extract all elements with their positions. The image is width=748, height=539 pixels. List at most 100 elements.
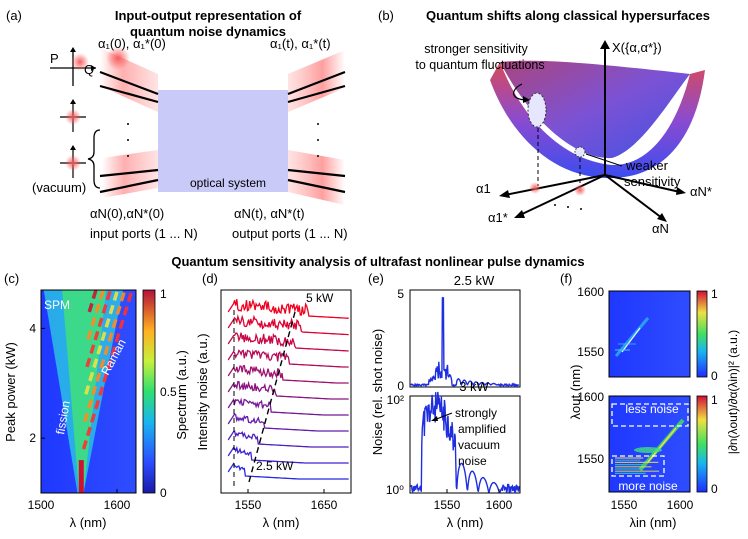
section-title: Quantum sensitivity analysis of ultrafas…: [171, 254, 584, 269]
panel-c-xlabel: λ (nm): [70, 515, 107, 530]
panel-e-xlabel: λ (nm): [447, 515, 484, 530]
panel-e-letter: (e): [368, 271, 384, 286]
soliton-streak: [86, 290, 105, 340]
panel-f-xlabel: λin (nm): [630, 515, 677, 530]
soliton-streak: [87, 290, 98, 313]
panel-e-top-ytick-0: 0: [397, 379, 404, 393]
panel-e-xtick-1550: 1550: [434, 498, 461, 512]
panel-e-annotation-line1: strongly: [455, 406, 497, 420]
weaker-sensitivity-line2: sensitivity: [624, 174, 681, 189]
hypersurface: [490, 62, 705, 179]
noise-curve: [227, 412, 349, 432]
panel-e-bottom-axes: [409, 395, 521, 494]
panel-c-xtick: 1600: [104, 498, 131, 512]
input-port-n-label: αN(0),αN*(0): [90, 206, 164, 221]
panel-f: (f) less noise more noise 1600 1550 1600…: [560, 271, 740, 530]
noise-curve: [227, 380, 349, 400]
panel-e-annotation-line2: amplified: [458, 422, 506, 436]
panel-b-title: Quantum shifts along classical hypersurf…: [426, 8, 710, 23]
axis-alphaN: αN: [652, 221, 669, 236]
annotation-less-noise: less noise: [625, 402, 679, 416]
panel-c-letter: (c): [4, 271, 19, 286]
noise-curve: [227, 445, 349, 464]
panel-e-top-ytick-5: 5: [397, 287, 404, 301]
panel-f-bottom-ytick-1550: 1550: [577, 452, 604, 466]
colorbar-f-top-tick-1: 1: [711, 287, 718, 301]
panel-f-top-heatmap: [609, 291, 690, 377]
panel-f-xtick-1600: 1600: [667, 498, 694, 512]
spectral-core: [62, 290, 107, 493]
panel-e-bottom-ytick-100: 10²: [387, 393, 404, 407]
noise-curve: [227, 298, 349, 319]
colorbar-f-bottom-tick-0: 0: [711, 482, 718, 496]
noise-curve: [227, 314, 349, 336]
panel-b: (b) Quantum shifts along classical hyper…: [378, 8, 712, 236]
panel-a-title-line1: Input-output representation of: [115, 8, 302, 23]
stronger-sensitivity-line2: to quantum fluctuations: [415, 58, 544, 72]
spectrum-heatmap: [41, 290, 136, 493]
panel-d-xtick-1550: 1550: [235, 498, 262, 512]
panel-e-bottom-ytick-1: 10⁰: [386, 483, 404, 497]
panel-f-top-ytick-1600: 1600: [577, 285, 604, 299]
input-port-1-label: α₁(0), α₁*(0): [98, 36, 166, 51]
panel-c-colorbar-label: Spectrum (a.u.): [174, 350, 189, 440]
noise-curve: [227, 397, 349, 416]
output-port-1-label: α₁(t), α₁*(t): [270, 36, 331, 51]
panel-f-colorbar-label: |∂n(λout)/∂α(λin)|² (a.u.): [726, 330, 740, 454]
axis-alpha1: α1: [476, 181, 491, 196]
panel-f-bottom-colorbar: [696, 395, 708, 493]
stronger-sensitivity-line1: stronger sensitivity: [424, 42, 528, 56]
panel-e-annotation-line3: vacuum: [458, 438, 500, 452]
noise-curve: [227, 332, 349, 352]
input-ports-label: input ports (1 ... N): [90, 226, 198, 241]
panel-d-label-5kw: 5 kW: [306, 291, 334, 305]
panel-e-xtick-1600: 1600: [486, 498, 513, 512]
colorbar-f-top-tick-0: 0: [711, 369, 718, 383]
sensitivity-blob: [634, 447, 662, 453]
vacuum-state-icon: [60, 99, 101, 189]
panel-e-annotation-line4: noise: [458, 454, 487, 468]
colorbar-f-bottom-tick-1: 1: [711, 393, 718, 407]
annotation-fission: fission: [53, 400, 73, 436]
panel-e-top-title: 2.5 kW: [454, 273, 495, 288]
panel-d-label-25kw: 2.5 kW: [256, 459, 294, 473]
strong-sensitivity-region: [527, 92, 547, 128]
colorbar-c-tick-0: 0: [160, 486, 167, 500]
panel-b-letter: (b): [378, 8, 394, 23]
panel-d: (d) 5 kW 2.5 kW 1550 1650 λ (nm) Intensi…: [195, 271, 352, 530]
vacuum-label: (vacuum): [32, 180, 86, 195]
panel-c-ylabel: Peak power (kW): [3, 342, 18, 442]
annotation-more-noise: more noise: [618, 479, 678, 493]
annotation-spm: SPM: [44, 298, 70, 312]
soliton-streak: [84, 290, 120, 395]
panel-f-top-colorbar: [696, 290, 708, 378]
soliton-streak: [83, 290, 127, 423]
panel-d-xlabel: λ (nm): [263, 515, 300, 530]
colorbar-c-tick-1: 1: [160, 287, 167, 301]
panel-d-xtick-1650: 1650: [311, 498, 338, 512]
panel-c-ytick: 4: [29, 321, 36, 335]
panel-e: (e) 2.5 kW 3 kW 5 0 10² 10⁰ 1550 1600 st…: [368, 271, 521, 530]
noise-curve: [227, 430, 349, 448]
optical-system-box: [158, 90, 288, 192]
axis-alphaN-conj: αN*: [690, 184, 712, 199]
panel-d-axes: [220, 289, 352, 494]
panel-d-ylabel: Intensity noise (a.u.): [195, 333, 210, 450]
sensitivity-diagonal-core: [621, 327, 641, 353]
panel-e-top-axes: [409, 289, 521, 388]
phase-space-axes-icon: P Q: [50, 47, 96, 86]
colorbar-c-tick-05: 0.5: [160, 385, 177, 399]
x-axis-label: X({α,α*}): [612, 40, 662, 55]
panel-c-ytick: 2: [29, 431, 36, 445]
output-port-n-label: αN(t), αN*(t): [234, 206, 305, 221]
panel-a-letter: (a): [6, 8, 22, 23]
weaker-sensitivity-line1: weaker: [625, 158, 669, 173]
noise-spectrum-2.5kw: [410, 297, 520, 389]
axis-q-label: Q: [84, 62, 94, 77]
panel-d-letter: (d): [202, 271, 218, 286]
panel-e-ylabel: Noise (rel. shot noise): [370, 329, 385, 455]
axis-p-label: P: [50, 51, 59, 66]
noise-curve: [227, 462, 349, 480]
noise-spectrum-3kw: [410, 391, 520, 495]
